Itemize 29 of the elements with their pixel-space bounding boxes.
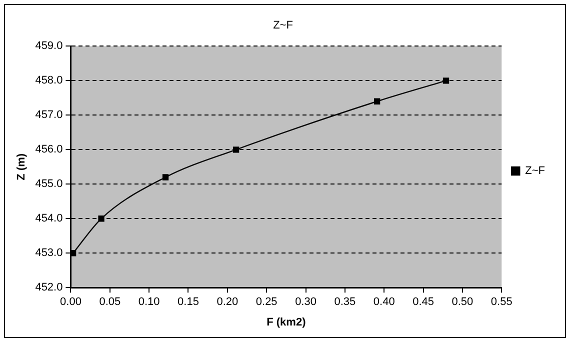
x-axis-title: F (km2) [266, 316, 306, 328]
y-tick-label: 459.0 [35, 40, 63, 52]
x-tick-label: 0.45 [412, 296, 434, 308]
y-tick-label: 455.0 [35, 178, 63, 190]
point [98, 216, 104, 222]
point [374, 98, 380, 104]
legend-label: Z~F [525, 165, 546, 178]
x-tick-label: 0.25 [256, 296, 278, 308]
point [232, 146, 240, 153]
y-tick-label: 457.0 [35, 109, 63, 122]
y-tick-label: 452.0 [35, 282, 63, 294]
y-tick-label: 453.0 [35, 247, 63, 260]
x-tick-label: 0.55 [490, 296, 512, 308]
chart-title: Z~F [273, 20, 294, 32]
y-tick-label: 456.0 [35, 144, 63, 156]
y-axis-title: Z (m) [16, 153, 28, 180]
x-tick-label: 0.35 [334, 296, 356, 308]
x-tick-label: 0.40 [373, 296, 395, 308]
x-tick-label: 0.10 [138, 296, 160, 308]
x-tick-label: 0.30 [295, 296, 316, 308]
y-tick-label: 458.0 [35, 74, 63, 87]
x-tick-label: 0.05 [99, 296, 121, 308]
x-tick-label: 0.00 [60, 296, 82, 308]
point [442, 78, 450, 84]
point [162, 174, 169, 180]
x-tick-label: 0.15 [178, 296, 199, 308]
x-tick-label: 0.50 [452, 296, 474, 308]
x-tick-label: 0.20 [216, 296, 238, 308]
y-tick-label: 454.0 [35, 212, 63, 225]
